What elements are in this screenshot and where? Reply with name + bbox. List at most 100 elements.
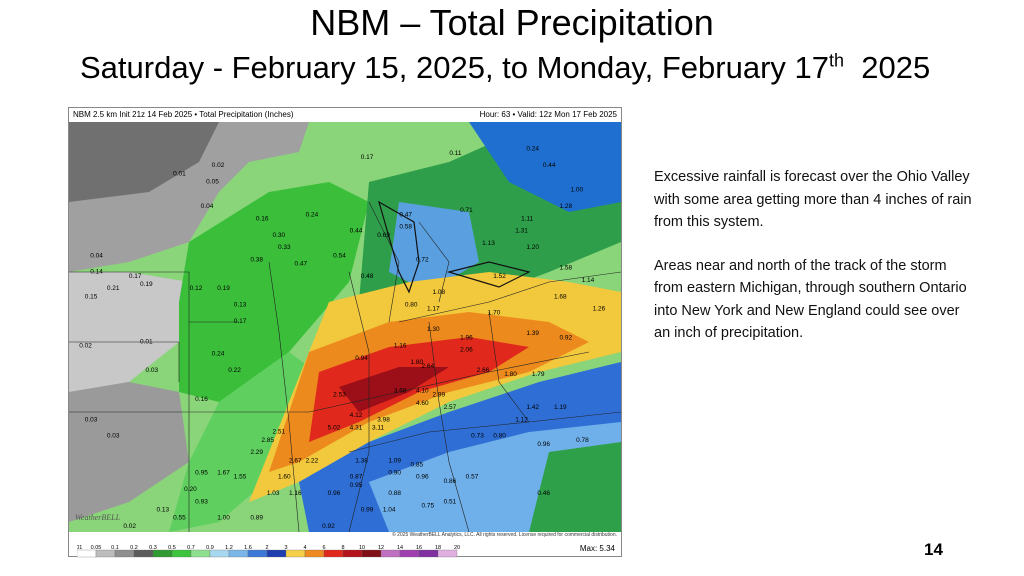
precip-value-label: 0.22 <box>228 367 241 374</box>
precip-value-labels: 0.17 0.11 0.24 0.44 1.00 1.28 0.02 0.05 0.01 0.04… <box>79 146 605 530</box>
map-header-left: NBM 2.5 km Init 21z 14 Feb 2025 • Total … <box>73 110 294 119</box>
precip-value-label: 2.99 <box>432 392 445 399</box>
precip-value-label: 0.96 <box>416 474 429 481</box>
map-copyright: © 2025 WeatherBELL Analytics, LLC. All r… <box>392 532 617 538</box>
precip-value-label: 0.03 <box>85 416 98 423</box>
body-paragraph-1: Excessive rainfall is forecast over the … <box>654 169 972 230</box>
precip-value-label: 2.67 <box>289 457 302 464</box>
precip-value-label: 0.02 <box>123 523 136 530</box>
precip-value-label: 0.04 <box>201 203 214 210</box>
precip-value-label: 2.51 <box>272 429 285 436</box>
precip-value-label: 1.19 <box>554 404 567 411</box>
colorbar-swatch <box>114 549 135 558</box>
colorbar-tick-label: 0.3 <box>149 545 157 551</box>
precip-value-label: 1.09 <box>388 457 401 464</box>
precip-value-label: 4.31 <box>350 425 363 432</box>
precip-value-label: 1.00 <box>570 187 583 194</box>
colorbar-tick-label: 0.9 <box>206 545 214 551</box>
precip-value-label: 0.90 <box>388 470 401 477</box>
precip-value-label: 0.58 <box>399 224 412 231</box>
precip-value-label: 0.19 <box>217 285 230 292</box>
colorbar-swatch <box>285 549 306 558</box>
precip-value-label: 1.14 <box>582 277 595 284</box>
colorbar-swatch <box>399 549 420 558</box>
precip-value-label: 2.22 <box>306 457 319 464</box>
precip-value-label: 0.44 <box>350 228 363 235</box>
map-header: NBM 2.5 km Init 21z 14 Feb 2025 • Total … <box>69 108 621 122</box>
precip-value-label: 1.70 <box>488 310 501 317</box>
precip-value-label: 1.26 <box>593 306 606 313</box>
precip-value-label: 0.03 <box>145 367 158 374</box>
colorbar-swatch <box>361 549 382 558</box>
precip-value-label: 0.86 <box>444 478 457 485</box>
precip-value-label: 0.44 <box>543 162 556 169</box>
colorbar-swatch <box>437 549 458 558</box>
colorbar-swatch <box>190 549 211 558</box>
precip-value-label: 0.99 <box>361 507 374 514</box>
precip-value-label: 0.16 <box>195 396 208 403</box>
lake-outlines <box>378 200 531 294</box>
blue-northeast <box>469 122 621 212</box>
precip-value-label: 1.96 <box>460 334 473 341</box>
precip-value-label: 0.12 <box>190 285 203 292</box>
precip-value-label: 0.46 <box>537 490 550 497</box>
precip-value-label: 0.71 <box>460 207 473 214</box>
precipitation-map: 0.17 0.11 0.24 0.44 1.00 1.28 0.02 0.05 0.01 0.04… <box>69 122 621 532</box>
colorbar-tick-label: 16 <box>416 545 422 551</box>
precip-value-label: 1.16 <box>289 490 302 497</box>
precip-value-label: 0.75 <box>421 502 434 509</box>
precip-value-label: 5.02 <box>328 425 341 432</box>
light-precip-green <box>179 182 369 402</box>
precip-value-label: 0.94 <box>355 355 368 362</box>
precip-value-label: 0.15 <box>85 293 98 300</box>
precip-value-label: 0.96 <box>328 490 341 497</box>
colorbar-tick-label: 3 <box>284 545 287 551</box>
precip-value-label: 1.03 <box>267 490 280 497</box>
precip-value-label: 0.93 <box>195 498 208 505</box>
precip-value-label: 1.28 <box>559 203 572 210</box>
colorbar-swatch <box>152 549 173 558</box>
colorbar-tick-label: 0.5 <box>168 545 176 551</box>
precip-value-label: 0.13 <box>234 302 247 309</box>
weatherbell-logo: WeatherBELL <box>75 513 121 522</box>
precip-value-label: 1.13 <box>482 240 495 247</box>
precip-value-label: 1.00 <box>217 515 230 522</box>
precip-value-label: 1.04 <box>383 507 396 514</box>
precip-value-label: 0.24 <box>526 146 539 153</box>
colorbar-tick-label: 6 <box>322 545 325 551</box>
precip-value-label: 1.12 <box>515 416 528 423</box>
precip-value-label: 0.17 <box>129 273 142 280</box>
precip-value-label: 1.80 <box>410 359 423 366</box>
precip-value-label: 1.16 <box>394 343 407 350</box>
precip-value-label: 0.88 <box>388 490 401 497</box>
precip-value-label: 0.80 <box>405 302 418 309</box>
precip-value-label: 1.42 <box>526 404 539 411</box>
precipitation-map-panel: NBM 2.5 km Init 21z 14 Feb 2025 • Total … <box>68 107 622 558</box>
colorbar-tick-label: 0.05 <box>91 545 102 551</box>
precip-value-label: 0.21 <box>107 285 120 292</box>
precip-value-label: 1.79 <box>532 371 545 378</box>
precip-value-label: 1.31 <box>515 228 528 235</box>
precip-value-label: 2.64 <box>421 363 434 370</box>
precip-value-label: 0.04 <box>90 252 103 259</box>
colorbar-swatch <box>95 549 116 558</box>
colorbar-tick-label: 0.7 <box>187 545 195 551</box>
precip-value-label: 2.57 <box>444 404 457 411</box>
colorbar-tick-label: 12 <box>378 545 384 551</box>
precip-value-label: 1.67 <box>217 470 230 477</box>
slide-body-text: Excessive rainfall is forecast over the … <box>654 166 974 366</box>
precip-value-label: 4.10 <box>416 388 429 395</box>
colorbar-tick-label: 4 <box>303 545 306 551</box>
precip-value-label: 1.55 <box>234 474 247 481</box>
precip-value-label: 0.19 <box>140 281 153 288</box>
body-paragraph-2: Areas near and north of the track of the… <box>654 257 967 342</box>
precip-value-label: 0.47 <box>399 211 412 218</box>
dry-zone-west <box>69 272 189 392</box>
precip-value-label: 0.47 <box>294 261 307 268</box>
map-max-label: Max: 5.34 <box>579 544 615 553</box>
colorbar-tick-label: 14 <box>397 545 403 551</box>
colorbar-tick-label: 1.6 <box>244 545 252 551</box>
colorbar-swatch <box>209 549 230 558</box>
colorbar-swatch <box>380 549 401 558</box>
precip-value-label: 1.20 <box>526 244 539 251</box>
